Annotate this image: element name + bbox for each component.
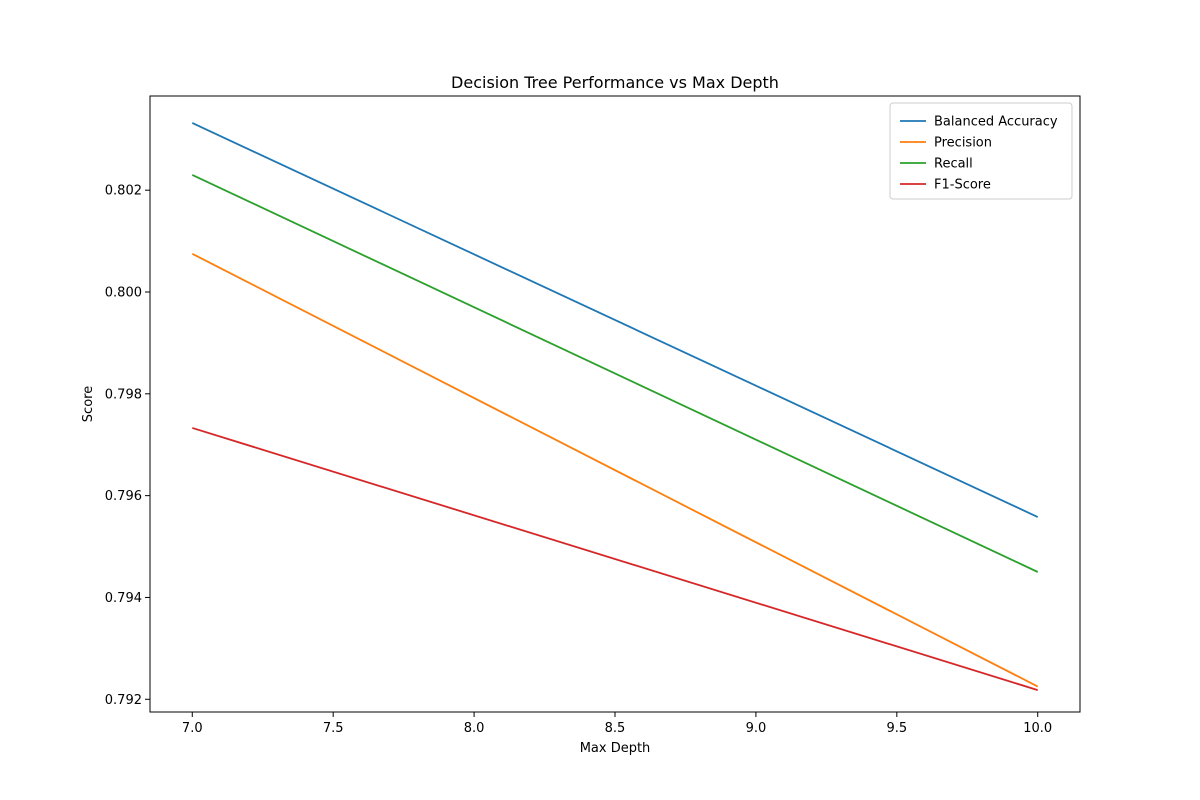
series-line-f1-score [192, 427, 1038, 691]
x-tick-label: 7.5 [323, 721, 344, 736]
legend-label-f1-score: F1-Score [934, 178, 991, 193]
y-tick-label: 0.800 [105, 286, 142, 301]
x-tick-label: 9.5 [886, 721, 907, 736]
y-tick-label: 0.798 [105, 387, 142, 402]
x-tick-label: 8.5 [605, 721, 626, 736]
legend-frame [889, 102, 1073, 200]
legend: Balanced Accuracy Precision Recall F1-Score [889, 102, 1073, 200]
y-tick-label: 0.792 [105, 693, 142, 708]
series-line-precision [191, 253, 1039, 688]
series-line-recall [191, 174, 1039, 573]
y-axis: 0.792 0.794 0.796 0.798 0.800 0.802 [105, 184, 150, 708]
y-tick-label: 0.794 [105, 591, 142, 606]
chart-title: Decision Tree Performance vs Max Depth [451, 73, 779, 92]
y-tick-label: 0.796 [105, 489, 142, 504]
plot-area [191, 122, 1039, 691]
legend-label-precision: Precision [934, 136, 992, 151]
legend-label-recall: Recall [934, 157, 973, 172]
x-axis: 7.0 7.5 8.0 8.5 9.0 9.5 10.0 [182, 712, 1052, 736]
x-axis-label: Max Depth [580, 741, 651, 756]
y-tick-label: 0.802 [105, 184, 142, 199]
x-tick-label: 7.0 [182, 721, 203, 736]
legend-label-balanced-accuracy: Balanced Accuracy [934, 115, 1058, 130]
x-tick-label: 8.0 [464, 721, 485, 736]
x-tick-label: 10.0 [1023, 721, 1052, 736]
y-axis-label: Score [81, 386, 96, 422]
x-tick-label: 9.0 [746, 721, 767, 736]
series-line-balanced-accuracy [191, 122, 1039, 518]
